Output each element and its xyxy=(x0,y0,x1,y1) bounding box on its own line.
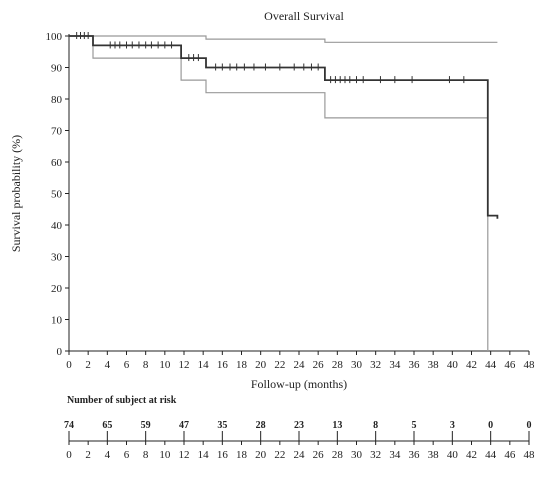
risk-count: 59 xyxy=(141,420,151,431)
x-tick-label: 6 xyxy=(124,359,130,371)
risk-count: 23 xyxy=(294,420,304,431)
risk-x-tick-label: 32 xyxy=(370,449,381,461)
risk-x-tick-label: 48 xyxy=(524,449,536,461)
risk-x-tick-label: 28 xyxy=(332,449,344,461)
y-tick-label: 40 xyxy=(51,220,63,232)
risk-count: 0 xyxy=(527,420,532,431)
x-tick-label: 30 xyxy=(351,359,363,371)
risk-x-tick-label: 14 xyxy=(198,449,210,461)
x-tick-label: 42 xyxy=(466,359,477,371)
risk-x-tick-label: 22 xyxy=(274,449,285,461)
y-tick-label: 0 xyxy=(57,346,63,358)
risk-count: 47 xyxy=(179,420,189,431)
risk-table-title: Number of subject at risk xyxy=(67,395,177,406)
y-tick-label: 90 xyxy=(51,63,63,75)
x-tick-label: 40 xyxy=(447,359,459,371)
risk-x-tick-label: 4 xyxy=(105,449,111,461)
x-tick-label: 14 xyxy=(198,359,210,371)
x-tick-label: 16 xyxy=(217,359,229,371)
y-tick-label: 100 xyxy=(46,31,63,43)
x-tick-label: 34 xyxy=(389,359,401,371)
y-tick-label: 30 xyxy=(51,252,63,264)
risk-count: 13 xyxy=(332,420,342,431)
risk-count: 28 xyxy=(256,420,266,431)
chart-title: Overall Survival xyxy=(264,9,344,23)
risk-x-tick-label: 18 xyxy=(236,449,248,461)
lower-bound-curve xyxy=(69,35,489,351)
x-tick-label: 8 xyxy=(143,359,149,371)
risk-count: 8 xyxy=(373,420,378,431)
risk-count: 35 xyxy=(217,420,227,431)
risk-x-tick-label: 6 xyxy=(124,449,130,461)
risk-x-tick-label: 16 xyxy=(217,449,229,461)
x-tick-label: 38 xyxy=(428,359,440,371)
y-tick-label: 70 xyxy=(51,126,63,138)
x-tick-label: 32 xyxy=(370,359,381,371)
x-tick-label: 12 xyxy=(179,359,190,371)
x-tick-label: 36 xyxy=(409,359,421,371)
y-tick-label: 10 xyxy=(51,315,63,327)
risk-x-tick-label: 24 xyxy=(294,449,306,461)
risk-x-tick-label: 40 xyxy=(447,449,459,461)
risk-x-tick-label: 10 xyxy=(159,449,171,461)
risk-count: 3 xyxy=(450,420,455,431)
x-tick-label: 10 xyxy=(159,359,171,371)
risk-x-tick-label: 44 xyxy=(485,449,497,461)
risk-x-tick-label: 30 xyxy=(351,449,363,461)
risk-x-tick-label: 12 xyxy=(179,449,190,461)
risk-count: 74 xyxy=(64,420,74,431)
x-tick-label: 24 xyxy=(294,359,306,371)
x-tick-label: 18 xyxy=(236,359,248,371)
risk-x-tick-label: 0 xyxy=(66,449,72,461)
risk-x-tick-label: 38 xyxy=(428,449,440,461)
risk-x-tick-label: 36 xyxy=(409,449,421,461)
risk-x-tick-label: 2 xyxy=(85,449,91,461)
x-tick-label: 2 xyxy=(85,359,91,371)
risk-x-tick-label: 42 xyxy=(466,449,477,461)
risk-x-tick-label: 34 xyxy=(389,449,401,461)
y-tick-label: 60 xyxy=(51,157,63,169)
x-tick-label: 44 xyxy=(485,359,497,371)
risk-count: 0 xyxy=(488,420,493,431)
estimate-curve xyxy=(69,35,499,219)
y-tick-label: 80 xyxy=(51,94,63,106)
x-tick-label: 28 xyxy=(332,359,344,371)
risk-count: 65 xyxy=(102,420,112,431)
x-tick-label: 22 xyxy=(274,359,285,371)
y-tick-label: 50 xyxy=(51,189,63,201)
x-tick-label: 48 xyxy=(524,359,536,371)
risk-x-tick-label: 46 xyxy=(504,449,516,461)
y-axis-label: Survival probability (%) xyxy=(9,135,23,252)
upper-bound-curve xyxy=(69,35,498,43)
x-tick-label: 4 xyxy=(105,359,111,371)
x-tick-label: 26 xyxy=(313,359,325,371)
x-tick-label: 20 xyxy=(255,359,267,371)
risk-x-tick-label: 20 xyxy=(255,449,267,461)
risk-x-tick-label: 8 xyxy=(143,449,149,461)
risk-x-tick-label: 26 xyxy=(313,449,325,461)
x-tick-label: 46 xyxy=(504,359,516,371)
risk-count: 5 xyxy=(412,420,417,431)
x-axis-label: Follow-up (months) xyxy=(251,377,347,391)
risk-table: 0 2 4 6 8 10 12 14 16 18 20 22 24 26 28 30 32 34 36 38 40 42 4… xyxy=(64,420,535,461)
y-tick-label: 20 xyxy=(51,283,63,295)
x-tick-label: 0 xyxy=(66,359,72,371)
